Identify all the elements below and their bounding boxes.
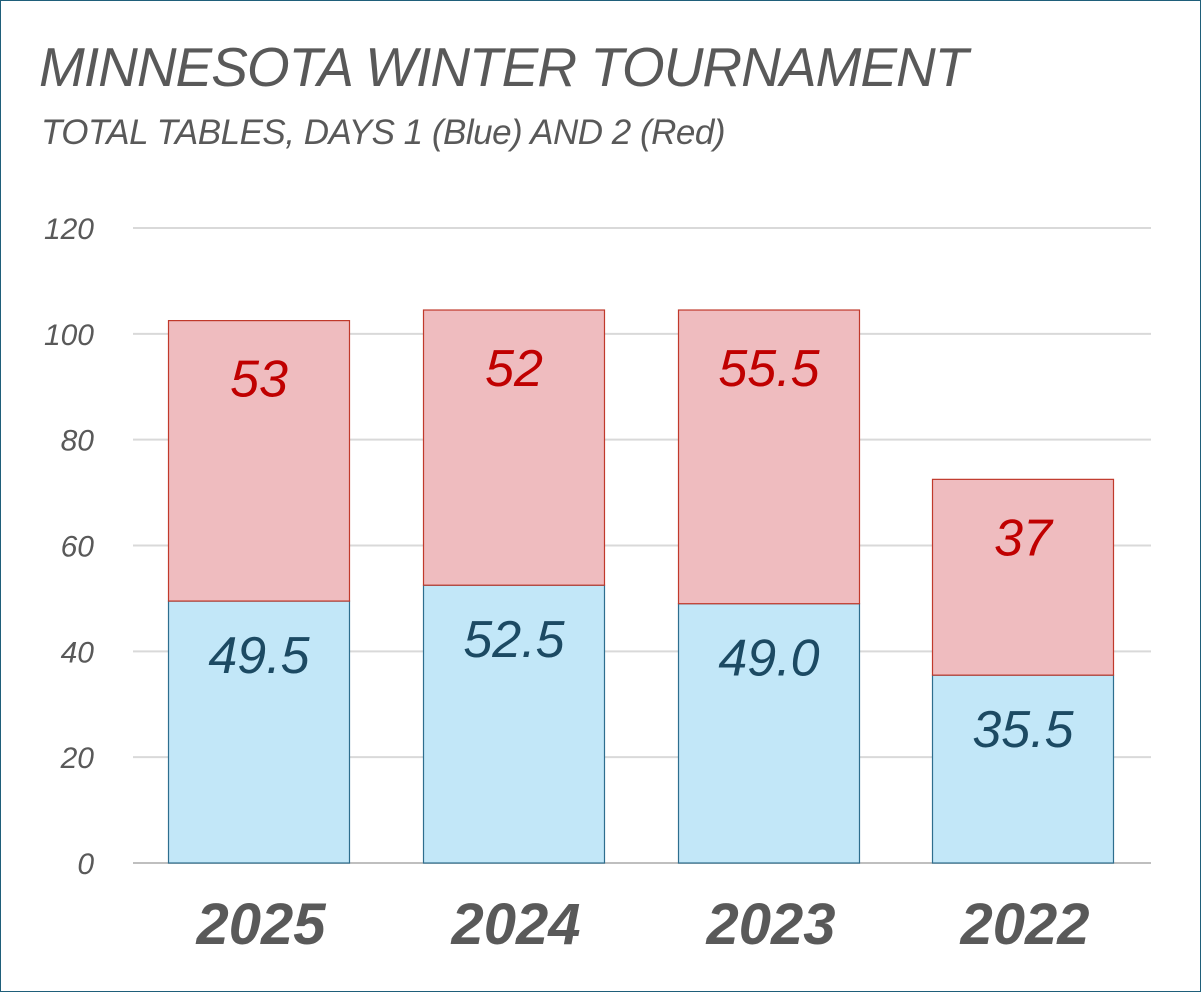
y-tick-label: 120 — [44, 213, 94, 246]
bar-2025-day-2 — [167, 320, 351, 602]
y-axis-ticks: 0 20 40 60 80 100 120 — [44, 213, 94, 881]
chart-subtitle: TOTAL TABLES, DAYS 1 (Blue) AND 2 (Red) — [41, 113, 725, 152]
y-tick-label: 0 — [77, 848, 94, 881]
bar-2023-day-1 — [677, 603, 861, 864]
y-tick-label: 80 — [61, 425, 95, 458]
value-label-2023-day-1: 49.0 — [718, 630, 819, 688]
category-label-2025: 2025 — [195, 892, 326, 957]
value-label-2024-day-1: 52.5 — [463, 611, 565, 669]
value-label-2022-day-2: 37 — [994, 509, 1054, 567]
y-tick-label: 20 — [60, 742, 95, 775]
value-label-2025-day-1: 49.5 — [208, 627, 310, 685]
bar-2024-day-2 — [422, 309, 606, 586]
x-axis-categories: 2025 2024 2023 2022 — [195, 892, 1089, 957]
bar-2023-day-2 — [677, 309, 861, 605]
value-label-2022-day-1: 35.5 — [972, 701, 1074, 759]
value-label-2023-day-2: 55.5 — [718, 340, 820, 398]
bar-2025-day-1 — [167, 600, 351, 864]
category-label-2023: 2023 — [705, 892, 835, 957]
bars — [167, 309, 1115, 864]
bar-2022-day-2 — [931, 478, 1115, 676]
value-label-2024-day-2: 52 — [485, 340, 543, 398]
bar-2024-day-1 — [422, 584, 606, 864]
bar-2022-day-1 — [931, 674, 1115, 864]
category-label-2024: 2024 — [450, 892, 580, 957]
category-label-2022: 2022 — [959, 892, 1089, 957]
y-tick-label: 60 — [61, 531, 95, 564]
y-tick-label: 40 — [61, 636, 95, 669]
value-label-2025-day-2: 53 — [230, 351, 288, 409]
data-labels: 49.5 53 52.5 52 49.0 55.5 35.5 37 — [208, 340, 1074, 759]
chart-title: MINNESOTA WINTER TOURNAMENT — [39, 36, 968, 98]
y-tick-label: 100 — [44, 319, 94, 352]
